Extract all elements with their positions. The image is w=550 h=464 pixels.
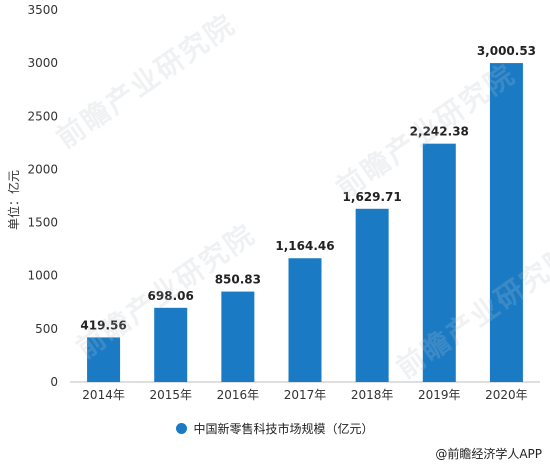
legend: 中国新零售科技市场规模（亿元） [0,420,550,437]
x-tick-label: 2018年 [351,388,394,402]
y-tick-label: 2500 [27,109,58,123]
x-tick-label: 2019年 [418,388,461,402]
data-label: 698.06 [148,289,194,303]
data-label: 2,242.38 [410,125,469,139]
y-tick-label: 2000 [27,162,58,176]
x-tick-label: 2020年 [485,388,528,402]
bar [489,63,523,383]
bar [154,307,188,382]
y-tick-label: 1500 [27,216,58,230]
legend-marker [176,423,188,434]
data-label: 1,164.46 [275,239,334,253]
y-axis-title: 单位：亿元 [6,170,21,230]
bar [87,337,121,382]
bar [221,291,255,382]
x-tick-label: 2017年 [284,388,327,402]
x-tick-label: 2016年 [217,388,260,402]
x-tick-label: 2015年 [149,388,192,402]
data-label: 419.56 [80,318,126,332]
bar [288,258,322,382]
data-label: 3,000.53 [477,44,536,58]
data-label: 850.83 [215,273,261,287]
bar [422,143,456,382]
x-tick-label: 2014年 [82,388,125,402]
bar [355,208,389,382]
legend-label: 中国新零售科技市场规模（亿元） [193,422,374,436]
data-label: 1,629.71 [343,190,402,204]
y-tick-label: 3000 [27,56,58,70]
y-tick-label: 1000 [27,269,58,283]
y-tick-label: 500 [35,322,58,336]
y-tick-label: 3500 [27,3,58,17]
source-credit: @前瞻经济学人APP [435,447,542,461]
y-tick-label: 0 [50,375,58,389]
